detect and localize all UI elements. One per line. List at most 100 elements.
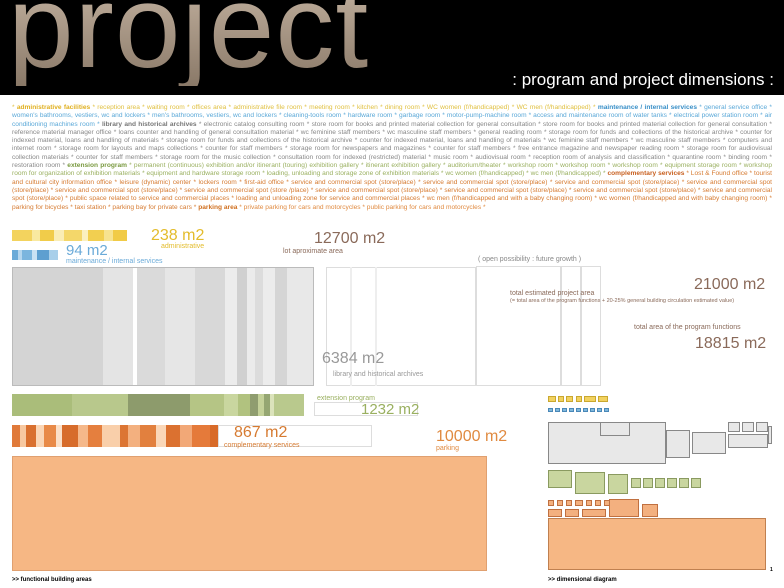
diagram-maintenance-block: [569, 408, 574, 412]
total-estimated-label: total estimated project area: [510, 290, 595, 297]
parking-area-value: 10000 m2: [436, 428, 508, 445]
lot-divider: [375, 267, 377, 386]
diagram-extension-block: [575, 472, 605, 494]
diagram-admin-block: [548, 396, 556, 402]
extension-area-value: 1232 m2: [361, 401, 420, 418]
parking-area-label: parking: [436, 445, 459, 452]
diagram-extension-block: [679, 478, 689, 488]
complementary-section: complementary services * Lost & Found of…: [12, 170, 772, 210]
lot-area-label: lot aproximate area: [283, 248, 343, 255]
parking-text: * private parking for cars and motorcycl…: [239, 203, 486, 211]
page-subtitle: : program and project dimensions :: [512, 70, 774, 89]
total-estimated-value: 21000 m2: [694, 276, 766, 293]
diagram-complementary-block: [586, 500, 592, 506]
page-mark: 1: [770, 567, 773, 573]
complementary-area-label: complementary services: [224, 442, 300, 449]
program-description: * administrative facilities * reception …: [12, 104, 772, 212]
diagram-maintenance-block: [604, 408, 609, 412]
diagram-maintenance-block: [590, 408, 595, 412]
maintenance-heading: maintenance / internal services: [597, 104, 697, 111]
future-growth-divider: [580, 266, 582, 386]
diagram-parking-block: [548, 518, 766, 570]
parking-heading: parking area: [198, 203, 238, 211]
maintenance-area-label: maintenance / internal services: [66, 258, 163, 265]
diagram-admin-block: [598, 396, 608, 402]
diagram-admin-block: [584, 396, 596, 402]
future-growth-divider: [560, 266, 562, 386]
complementary-heading: complementary services: [607, 170, 685, 178]
administrative-area-bar: [12, 230, 127, 241]
extension-heading: extension program: [67, 162, 127, 170]
diagram-maintenance-block: [548, 408, 553, 412]
administrative-area-value: 238 m2: [151, 227, 205, 244]
library-section: library and historical archives * electr…: [12, 121, 772, 169]
diagram-complementary-block: [642, 504, 658, 517]
complementary-outline: [218, 425, 372, 447]
future-growth-outline: [476, 266, 601, 386]
footer-right-label: >> dimensional diagram: [548, 577, 617, 583]
complementary-area-value: 867 m2: [234, 424, 288, 441]
total-program-label: total area of the program functions: [634, 324, 741, 331]
lot-area-value: 12700 m2: [314, 230, 386, 247]
diagram-complementary-block: [609, 499, 639, 517]
footer-left-label: >> functional building areas: [12, 577, 92, 583]
library-heading: library and historical archives: [101, 120, 197, 128]
diagram-complementary-block: [548, 509, 562, 517]
diagram-maintenance-block: [555, 408, 560, 412]
diagram-extension-block: [655, 478, 665, 488]
diagram-admin-block: [576, 396, 582, 402]
diagram-library-block: [742, 422, 754, 432]
library-area-block: [12, 267, 314, 386]
complementary-area-bar: [12, 425, 218, 447]
maintenance-text: * general service office * women's bathr…: [12, 104, 772, 128]
maintenance-section: maintenance / internal services * genera…: [12, 104, 772, 128]
diagram-extension-block: [691, 478, 701, 488]
total-program-value: 18815 m2: [695, 335, 767, 352]
diagram-extension-block: [548, 470, 572, 488]
administrative-area-label: administrative: [161, 243, 205, 250]
extension-text: * permanent (continuous) exhibition and/…: [12, 162, 773, 178]
diagram-maintenance-block: [576, 408, 581, 412]
header-band: project : program and project dimensions…: [0, 0, 784, 95]
library-text: * electronic catalog consulting room * s…: [12, 120, 772, 170]
diagram-complementary-block: [566, 500, 572, 506]
future-growth-label: ( open possibility : future growth ): [478, 256, 582, 263]
diagram-admin-block: [558, 396, 564, 402]
total-estimated-note: (= total area of the program functions +…: [510, 298, 735, 304]
diagram-complementary-block: [565, 509, 579, 517]
diagram-complementary-block: [582, 509, 606, 517]
extension-outline: [314, 402, 418, 416]
extension-area-label: extension program: [317, 395, 375, 402]
extension-area-bar: [12, 394, 304, 416]
diagram-library-block: [756, 422, 768, 432]
parking-area-block: [12, 456, 487, 571]
maintenance-area-value: 94 m2: [66, 242, 108, 259]
diagram-library-sub: [600, 422, 630, 436]
page-title: project: [8, 0, 369, 86]
diagram-extension-block: [643, 478, 653, 488]
diagram-library-block: [768, 426, 772, 444]
diagram-maintenance-block: [583, 408, 588, 412]
complementary-text: * Lost & Found office * tourist and cult…: [12, 170, 772, 211]
administrative-heading: administrative facilities: [16, 104, 91, 111]
diagram-complementary-block: [575, 500, 583, 506]
diagram-library-block: [728, 422, 740, 432]
diagram-library-block: [692, 432, 726, 454]
lot-outline: [326, 267, 476, 386]
diagram-extension-block: [608, 474, 628, 494]
diagram-complementary-block: [595, 500, 601, 506]
lot-divider: [350, 267, 352, 386]
diagram-library-block: [666, 430, 690, 458]
extension-section: extension program * permanent (continuou…: [12, 162, 772, 177]
diagram-complementary-block: [557, 500, 563, 506]
administrative-text: * reception area * waiting room * office…: [92, 104, 596, 111]
library-area-value: 6384 m2: [322, 350, 385, 367]
maintenance-area-bar: [12, 250, 58, 260]
diagram-maintenance-block: [597, 408, 602, 412]
administrative-section: * administrative facilities * reception …: [12, 104, 596, 111]
library-area-label: library and historical archives: [333, 371, 424, 378]
parking-section: parking area * private parking for cars …: [198, 204, 485, 211]
diagram-complementary-block: [548, 500, 554, 506]
diagram-extension-block: [631, 478, 641, 488]
diagram-admin-block: [566, 396, 573, 402]
